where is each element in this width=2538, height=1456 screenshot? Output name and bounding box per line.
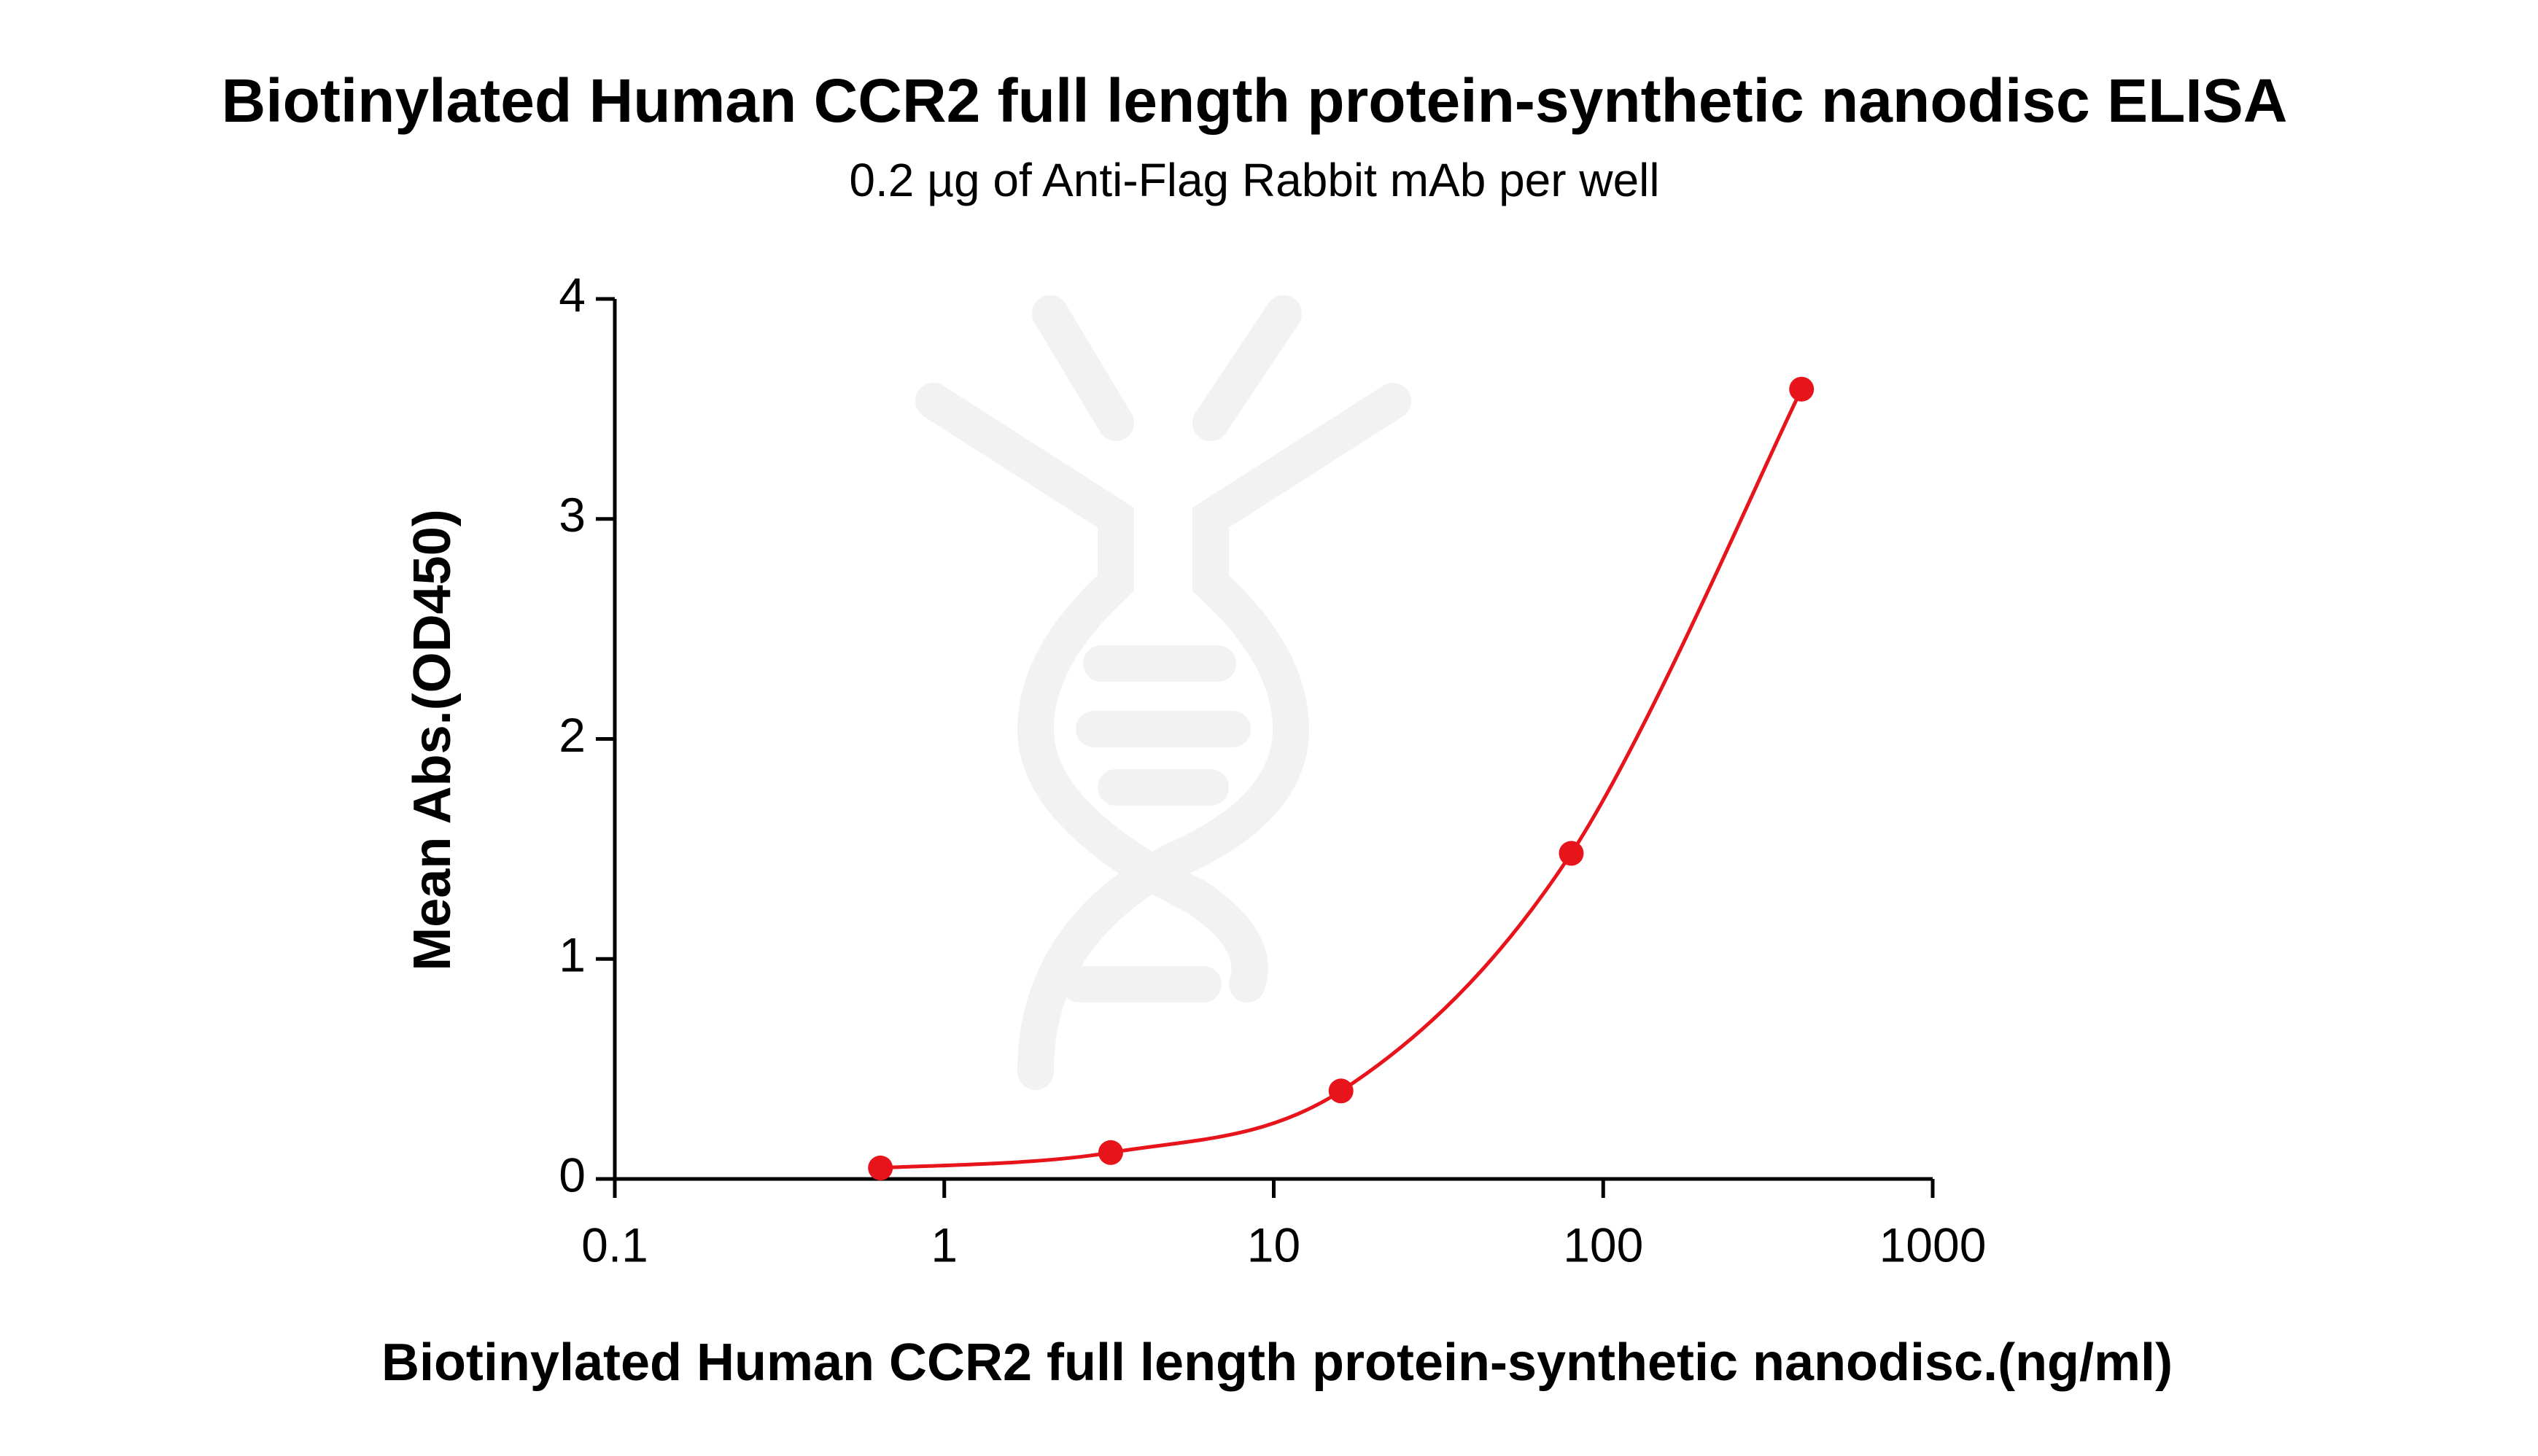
- y-tick-label: 4: [559, 268, 586, 322]
- x-tick-label: 0.1: [581, 1218, 648, 1272]
- x-tick-label: 10: [1247, 1218, 1300, 1272]
- data-point: [868, 1155, 893, 1180]
- chart-title: Biotinylated Human CCR2 full length prot…: [222, 66, 2288, 135]
- data-point: [1098, 1140, 1123, 1165]
- x-axis-label: Biotinylated Human CCR2 full length prot…: [381, 1334, 2173, 1392]
- x-tick-label: 1000: [1879, 1218, 1987, 1272]
- y-tick-label: 0: [559, 1148, 586, 1202]
- x-tick-label: 1: [931, 1218, 958, 1272]
- chart-subtitle: 0.2 µg of Anti-Flag Rabbit mAb per well: [849, 154, 1659, 206]
- data-point: [1789, 376, 1815, 402]
- watermark: [915, 295, 1411, 1090]
- fit-curve: [880, 388, 1804, 1170]
- x-tick-label: 100: [1563, 1218, 1643, 1272]
- data-point: [1328, 1078, 1354, 1104]
- data-point: [1559, 841, 1584, 866]
- y-axis-label: Mean Abs.(OD450): [403, 509, 462, 970]
- y-tick-label: 2: [559, 708, 586, 762]
- y-tick-label: 1: [559, 928, 586, 982]
- y-tick-label: 3: [559, 488, 586, 542]
